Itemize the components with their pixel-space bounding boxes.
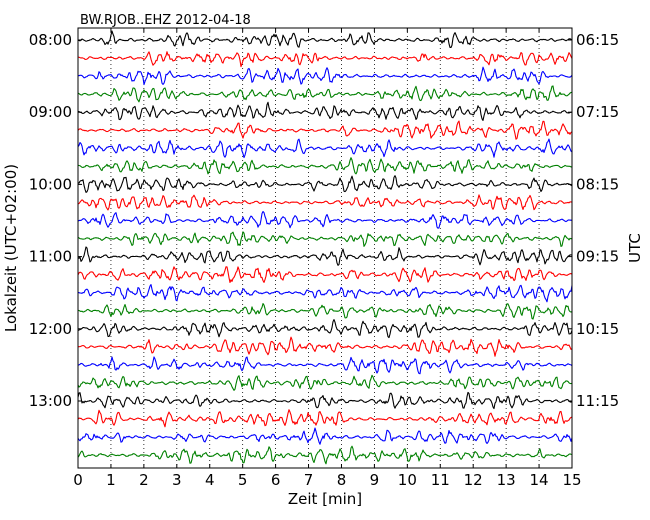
trace-10 [77,210,573,229]
chart-title: BW.RJOB..EHZ 2012-04-18 [80,13,251,28]
y-tick-label-right-1: 07:15 [576,103,619,121]
y-tick-label-right-4: 10:15 [576,320,619,338]
trace-13 [77,266,573,284]
y-axis-label-right: UTC [626,233,644,263]
x-tick-label-8: 8 [337,471,347,489]
x-tick-label-12: 12 [464,471,483,489]
trace-11 [77,231,573,247]
y-tick-label-right-2: 08:15 [576,175,619,193]
x-tick-label-7: 7 [304,471,314,489]
trace-9 [77,194,573,211]
vertical-gridlines [110,28,540,468]
y-tick-label-left-2: 10:00 [29,175,72,193]
x-tick-label-2: 2 [139,471,149,489]
trace-21 [77,409,573,428]
x-tick-label-10: 10 [398,471,417,489]
trace-22 [77,427,573,445]
trace-18 [77,356,573,375]
trace-14 [77,284,573,303]
y-tick-label-left-3: 11:00 [29,248,72,266]
trace-20 [77,391,573,410]
x-tick-label-6: 6 [271,471,281,489]
x-tick-label-1: 1 [106,471,116,489]
x-tick-label-15: 15 [562,471,581,489]
x-tick-label-14: 14 [530,471,549,489]
x-tick-label-9: 9 [370,471,380,489]
trace-8 [77,175,573,193]
x-tick-label-11: 11 [431,471,450,489]
x-tick-label-5: 5 [238,471,248,489]
trace-1 [77,51,573,68]
plot-area-background [78,28,572,468]
y-tick-label-left-4: 12:00 [29,320,72,338]
trace-15 [77,303,573,320]
y-tick-label-left-5: 13:00 [29,392,72,410]
trace-5 [77,120,573,140]
x-tick-label-4: 4 [205,471,215,489]
trace-16 [77,319,573,339]
x-axis-label: Zeit [min] [288,490,362,508]
axis-ticks [77,28,573,468]
trace-7 [77,157,573,175]
trace-23 [77,445,573,465]
y-tick-label-left-1: 09:00 [29,103,72,121]
trace-2 [77,66,573,86]
trace-3 [77,85,573,103]
plot-frame [77,27,573,469]
y-axis-label-left: Lokalzeit (UTC+02:00) [2,164,20,332]
waveform-traces [77,30,573,465]
trace-17 [77,336,573,357]
x-tick-label-13: 13 [497,471,516,489]
y-tick-label-right-5: 11:15 [576,392,619,410]
trace-4 [77,101,573,121]
y-tick-label-left-0: 08:00 [29,31,72,49]
x-tick-label-3: 3 [172,471,182,489]
y-tick-label-right-0: 06:15 [576,31,619,49]
trace-0 [77,30,573,49]
trace-19 [77,374,573,391]
trace-12 [77,246,573,266]
y-tick-label-right-3: 09:15 [576,248,619,266]
trace-6 [77,138,573,159]
x-tick-label-0: 0 [73,471,83,489]
